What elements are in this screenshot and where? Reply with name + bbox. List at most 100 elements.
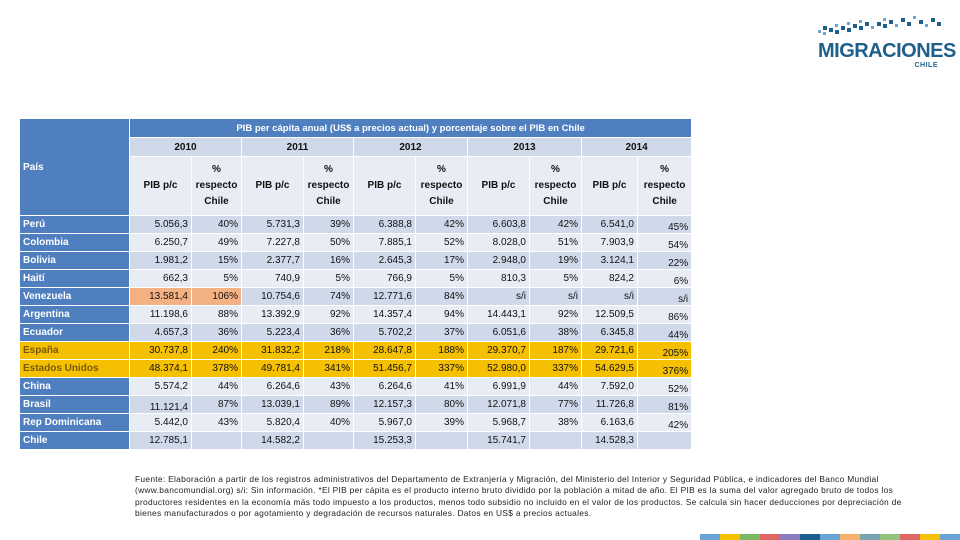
pct-chile-cell: 218% (303, 341, 354, 360)
pct-chile-cell: 106% (191, 287, 242, 306)
table-row: Rep Dominicana 5.442,0 43% 5.820,4 40% 5.967,… (19, 413, 693, 432)
pib-pc-cell: 52.980,0 (467, 359, 530, 378)
table-row: Chile 12.785,1 14.582,2 15.253,3 15.741,7 14.… (19, 431, 693, 450)
pib-pc-cell: 662,3 (129, 269, 192, 288)
pct-chile-cell: s/i (636, 287, 693, 306)
table-row: Argentina 11.198,6 88% 13.392,9 92% 14.357,4 9… (19, 305, 693, 324)
pib-pc-cell: 6.345,8 (581, 323, 638, 342)
pct-chile-cell: 240% (191, 341, 242, 360)
pct-chile-cell (636, 431, 693, 450)
pib-pc-cell: 12.785,1 (129, 431, 192, 450)
logo-squares-icon (818, 16, 941, 35)
pct-chile-cell: 5% (303, 269, 354, 288)
pib-pc-cell: 30.737,8 (129, 341, 192, 360)
pib-pc-cell: 2.948,0 (467, 251, 530, 270)
pct-chile-header: % respecto Chile (529, 156, 582, 216)
pib-pc-cell: 810,3 (467, 269, 530, 288)
pct-chile-cell: 80% (415, 395, 468, 414)
table-row: Estados Unidos 48.374,1 378% 49.781,4 341% 51… (19, 359, 693, 378)
pct-chile-cell: 94% (415, 305, 468, 324)
pib-pc-cell: 4.657,3 (129, 323, 192, 342)
pct-chile-cell: 45% (636, 215, 693, 234)
pib-pc-cell: 5.223,4 (241, 323, 304, 342)
country-cell: Chile (19, 431, 130, 450)
pib-pc-cell: 48.374,1 (129, 359, 192, 378)
pct-chile-cell: 86% (636, 305, 693, 324)
pct-chile-cell: 54% (636, 233, 693, 252)
pib-pc-cell: 10.754,6 (241, 287, 304, 306)
pct-chile-cell: 38% (529, 413, 582, 432)
pct-chile-cell: 41% (415, 377, 468, 396)
pib-pc-cell: 14.528,3 (581, 431, 638, 450)
pct-chile-cell: 36% (191, 323, 242, 342)
bottom-color-bar (0, 534, 960, 540)
pct-chile-cell (529, 431, 582, 450)
pib-pc-cell: 6.250,7 (129, 233, 192, 252)
pib-pc-cell: 5.056,3 (129, 215, 192, 234)
pct-chile-cell: 39% (303, 215, 354, 234)
pib-pc-cell: 6.991,9 (467, 377, 530, 396)
pct-chile-cell: 44% (191, 377, 242, 396)
pct-chile-cell: 6% (636, 269, 693, 288)
pib-pc-cell: 14.582,2 (241, 431, 304, 450)
pib-pc-cell: 12.071,8 (467, 395, 530, 414)
pib-pc-cell: 6.264,6 (241, 377, 304, 396)
table-row: Colombia 6.250,7 49% 7.227,8 50% 7.885,1 52% 8.… (19, 233, 693, 252)
pib-pc-cell: 15.253,3 (353, 431, 416, 450)
year-header: 2010 (129, 137, 242, 157)
table-row: Perú 5.056,3 40% 5.731,3 39% 6.388,8 42% 6.603,… (19, 215, 693, 234)
pct-chile-cell: 52% (415, 233, 468, 252)
pct-chile-cell: 51% (529, 233, 582, 252)
pct-chile-cell: 42% (415, 215, 468, 234)
table-row: Haití 662,3 5% 740,9 5% 766,9 5% 810,3 5% 824,2 6% (19, 269, 693, 288)
table-row: España 30.737,8 240% 31.832,2 218% 28.647,8 18… (19, 341, 693, 360)
pib-pc-cell: 6.603,8 (467, 215, 530, 234)
year-header: 2014 (580, 137, 693, 157)
pib-pc-cell: 31.832,2 (241, 341, 304, 360)
logo-text: MIGRACIONES (818, 40, 956, 62)
pct-chile-cell: 341% (303, 359, 354, 378)
pct-chile-cell: 22% (636, 251, 693, 270)
country-cell: Rep Dominicana (19, 413, 130, 432)
pib-pc-cell: 824,2 (581, 269, 638, 288)
pct-chile-cell: 92% (303, 305, 354, 324)
year-header: 2012 (353, 137, 468, 157)
pct-chile-cell: s/i (529, 287, 582, 306)
pct-chile-header: % respecto Chile (191, 156, 242, 216)
pct-chile-cell: 36% (303, 323, 354, 342)
pib-pc-cell: 29.370,7 (467, 341, 530, 360)
pib-pc-cell: 5.967,0 (353, 413, 416, 432)
pib-pc-cell: 14.357,4 (353, 305, 416, 324)
logo-subtext: CHILE (914, 62, 938, 69)
pib-pc-cell: 49.781,4 (241, 359, 304, 378)
pct-chile-cell: 378% (191, 359, 242, 378)
pib-pc-cell: 11.198,6 (129, 305, 192, 324)
pct-chile-header: % respecto Chile (415, 156, 468, 216)
pib-pc-header: PIB p/c (129, 156, 192, 216)
pct-chile-cell: 74% (303, 287, 354, 306)
pib-pc-cell: 3.124,1 (581, 251, 638, 270)
pct-chile-cell: 19% (529, 251, 582, 270)
pib-pc-cell: 5.731,3 (241, 215, 304, 234)
pib-pc-cell: 5.574,2 (129, 377, 192, 396)
pct-chile-cell: 37% (415, 323, 468, 342)
pib-pc-cell: 5.702,2 (353, 323, 416, 342)
pib-pc-cell: 7.227,8 (241, 233, 304, 252)
table-row: Ecuador 4.657,3 36% 5.223,4 36% 5.702,2 37% 6.0… (19, 323, 693, 342)
pct-chile-cell: 40% (303, 413, 354, 432)
pib-pc-cell: 2.377,7 (241, 251, 304, 270)
pib-pc-cell: 6.051,6 (467, 323, 530, 342)
pib-pc-cell: 5.968,7 (467, 413, 530, 432)
pib-pc-cell: 8.028,0 (467, 233, 530, 252)
pct-chile-cell (303, 431, 354, 450)
pct-chile-cell: 88% (191, 305, 242, 324)
pct-chile-cell: 376% (636, 359, 693, 378)
pct-chile-header: % respecto Chile (636, 156, 693, 216)
pct-chile-cell: 84% (415, 287, 468, 306)
pib-pc-cell: s/i (467, 287, 530, 306)
pib-pc-cell: 11.726,8 (581, 395, 638, 414)
country-cell: China (19, 377, 130, 396)
pct-chile-cell: 43% (303, 377, 354, 396)
table-row: China 5.574,2 44% 6.264,6 43% 6.264,6 41% 6.991… (19, 377, 693, 396)
country-cell: Ecuador (19, 323, 130, 342)
